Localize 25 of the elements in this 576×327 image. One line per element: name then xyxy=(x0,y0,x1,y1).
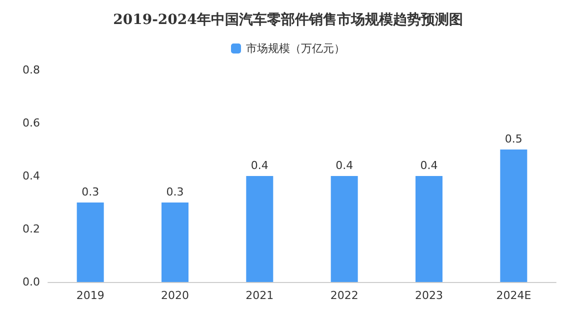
x-tick-label: 2022 xyxy=(330,289,358,302)
data-label: 0.4 xyxy=(336,159,354,172)
bar xyxy=(500,150,528,282)
y-tick-label: 0.0 xyxy=(22,276,40,288)
x-tick-label: 2019 xyxy=(76,289,104,302)
bar xyxy=(330,176,358,282)
data-label: 0.4 xyxy=(420,159,438,172)
chart-title: 2019-2024年中国汽车零部件销售市场规模趋势预测图 xyxy=(113,11,463,28)
y-tick-label: 0.2 xyxy=(22,222,40,236)
x-tick-label: 2021 xyxy=(246,289,274,302)
data-label: 0.3 xyxy=(82,186,100,198)
bar xyxy=(416,176,442,282)
data-label: 0.4 xyxy=(250,159,268,172)
y-tick-label: 0.8 xyxy=(22,64,40,76)
data-label: 0.5 xyxy=(504,132,522,146)
data-label: 0.3 xyxy=(166,186,184,198)
x-tick-label: 2024E xyxy=(496,289,532,302)
y-tick-label: 0.4 xyxy=(22,170,40,182)
legend-label: 市场规模（万亿元） xyxy=(246,42,345,55)
bar xyxy=(162,202,188,282)
bar xyxy=(76,202,104,282)
bar xyxy=(246,176,274,282)
x-tick-label: 2023 xyxy=(415,289,443,302)
y-tick-label: 0.6 xyxy=(22,116,40,130)
x-tick-label: 2020 xyxy=(161,289,189,302)
